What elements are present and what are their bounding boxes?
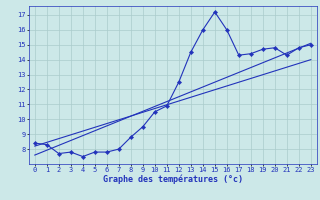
X-axis label: Graphe des températures (°c): Graphe des températures (°c) <box>103 175 243 184</box>
